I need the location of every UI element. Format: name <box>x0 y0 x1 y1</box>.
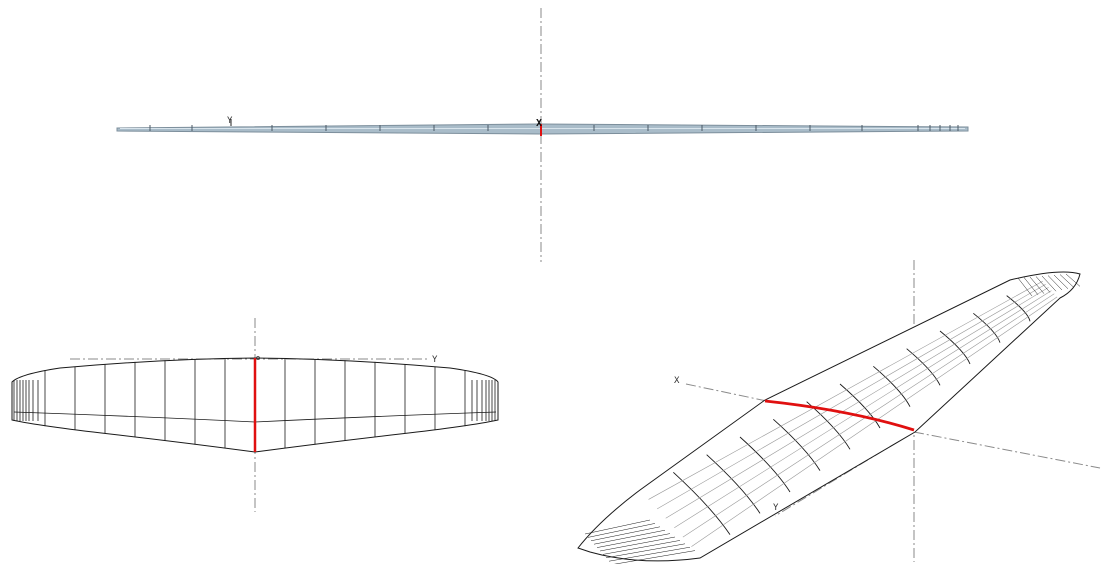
iso-view-tip-line <box>1065 273 1081 287</box>
iso-view-tip-line <box>1023 277 1039 295</box>
iso-view-rib <box>1006 295 1031 322</box>
iso-view-tip-line <box>614 550 696 564</box>
iso-view-root-rib <box>764 399 915 432</box>
iso-view-rib <box>673 472 731 535</box>
iso-view-rib <box>973 312 1001 343</box>
front-view-y-axis-marker: Y <box>227 116 233 126</box>
top-view: Y <box>11 318 499 512</box>
iso-view-tip-line <box>1053 274 1069 289</box>
iso-view-span-line <box>665 287 1049 519</box>
iso-view-wing-outline <box>577 271 1081 562</box>
iso-view-grid <box>584 273 1081 564</box>
iso-view-tip-line <box>1047 275 1063 291</box>
iso-view-tip-line <box>593 529 666 545</box>
iso-view-span-line <box>682 293 1055 538</box>
iso-view-rib <box>939 330 971 365</box>
iso-view-rib <box>906 348 941 386</box>
iso-view-rib <box>773 418 821 471</box>
iso-view-span-line <box>674 290 1052 528</box>
top-view-ribs <box>13 358 496 449</box>
iso-view-span-line <box>648 280 1044 500</box>
iso-view-tip-line <box>1035 276 1051 293</box>
iso-view-span-line <box>656 284 1046 510</box>
iso-view-rib <box>873 365 911 407</box>
iso-view-tip-line <box>596 533 671 548</box>
iso-view-tip-line <box>605 543 686 559</box>
top-view-wing-outline <box>11 357 499 453</box>
iso-view-tip-line <box>590 526 661 542</box>
front-view-y-label: Y <box>227 116 233 126</box>
front-view-rib-ticks <box>149 125 959 131</box>
iso-view-tip-line <box>1017 277 1033 297</box>
iso-view: X Y <box>577 260 1101 564</box>
top-view-y-label: Y <box>432 355 438 365</box>
iso-view-tip-line <box>1029 276 1045 294</box>
iso-view-x-axis-ext <box>913 431 1101 469</box>
iso-view-y-label: Y <box>773 503 779 513</box>
iso-view-tip-line <box>602 540 681 555</box>
iso-view-rib <box>706 454 761 514</box>
top-view-origin-marker <box>256 356 260 360</box>
front-view-x-label: X <box>536 118 542 129</box>
iso-view-tip-line <box>608 546 691 562</box>
iso-view-x-label: X <box>674 376 680 386</box>
iso-view-tip-line <box>587 523 656 538</box>
iso-view-tip-line <box>1059 274 1075 288</box>
iso-view-tip-line <box>584 519 651 535</box>
iso-view-tip-line <box>599 536 676 552</box>
front-view: Y X <box>116 8 969 262</box>
iso-view-rib <box>739 436 791 493</box>
iso-view-span-line <box>691 296 1058 547</box>
iso-view-tip-line <box>1041 275 1057 292</box>
